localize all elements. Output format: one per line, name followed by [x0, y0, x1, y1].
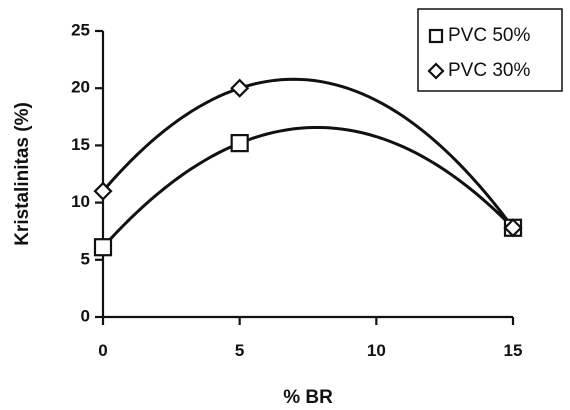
legend-box — [417, 8, 563, 92]
y-tick-label: 10 — [71, 192, 90, 211]
data-point-diamond — [93, 181, 113, 201]
y-tick-label: 0 — [81, 306, 90, 325]
legend-label: PVC 30% — [448, 60, 530, 81]
fit-curve-pvc-30 — [101, 77, 515, 229]
fit-curve-pvc-50 — [101, 125, 515, 249]
fit-curves — [101, 77, 515, 249]
data-markers — [93, 78, 523, 257]
y-tick-label: 25 — [71, 20, 90, 39]
x-tick-label: 15 — [504, 341, 523, 360]
x-tick-label: 0 — [98, 341, 107, 360]
x-tick-label: 10 — [367, 341, 386, 360]
x-tick-label: 5 — [235, 341, 244, 360]
data-point-diamond — [503, 218, 523, 238]
y-tick-label: 5 — [81, 249, 90, 268]
axes — [101, 31, 513, 319]
legend-label: PVC 50% — [448, 25, 530, 46]
y-axis-title: Kristalinitas (%) — [12, 102, 33, 246]
legend-square-marker — [428, 28, 444, 44]
x-axis-title: % BR — [283, 387, 333, 408]
data-point-diamond — [230, 78, 250, 98]
y-tick-label: 20 — [71, 78, 90, 97]
data-point-square — [230, 134, 249, 153]
ticks: 0 5 10 15 20 25 0 5 10 15 — [71, 20, 522, 360]
legend-diamond-marker — [427, 62, 445, 80]
legend: PVC 50% PVC 30% — [417, 8, 563, 92]
legend-entry-pvc-30: PVC 30% — [427, 60, 530, 81]
y-tick-label: 15 — [71, 135, 90, 154]
legend-entry-pvc-50: PVC 50% — [428, 25, 530, 46]
data-point-square — [93, 238, 113, 257]
